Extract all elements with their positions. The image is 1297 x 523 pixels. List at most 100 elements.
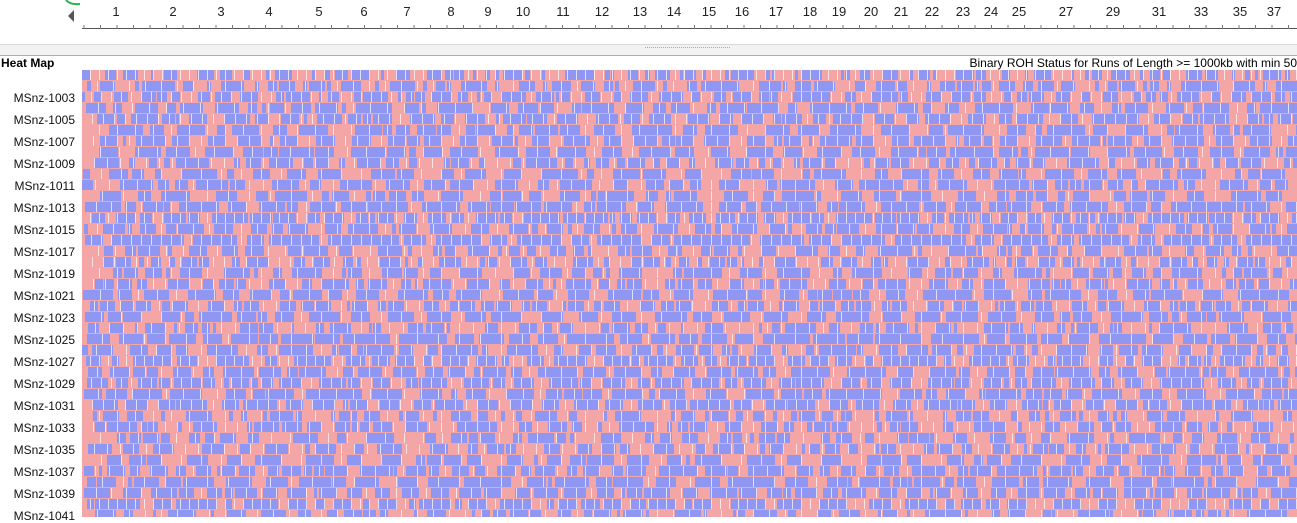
- heat-row: [82, 444, 1297, 454]
- heat-row: [82, 488, 1297, 498]
- heat-row: [82, 246, 1297, 256]
- ruler-label: 12: [594, 4, 610, 19]
- row-label: MSnz-1015: [13, 223, 75, 237]
- ruler-label: 33: [1193, 4, 1209, 19]
- ruler-label: 22: [924, 4, 940, 19]
- ruler-label: 7: [403, 4, 411, 19]
- ruler-label: 14: [666, 4, 682, 19]
- ruler-label: 20: [863, 4, 879, 19]
- ruler-label: 15: [701, 4, 717, 19]
- heat-row: [82, 477, 1297, 487]
- ruler-label: 4: [265, 4, 273, 19]
- heat-row: [82, 235, 1297, 245]
- row-label: MSnz-1013: [13, 201, 75, 215]
- heat-row: [82, 312, 1297, 322]
- ruler-label: 10: [515, 4, 531, 19]
- row-label: MSnz-1011: [14, 179, 75, 193]
- heat-row: [82, 367, 1297, 377]
- heat-row: [82, 81, 1297, 91]
- heat-row: [82, 147, 1297, 157]
- ruler-label: 19: [831, 4, 847, 19]
- heat-row: [82, 510, 1297, 517]
- ruler-label: 3: [217, 4, 225, 19]
- heat-row: [82, 202, 1297, 212]
- heat-row: [82, 356, 1297, 366]
- heat-row: [82, 334, 1297, 344]
- heat-row: [82, 191, 1297, 201]
- heat-row: [82, 279, 1297, 289]
- ruler-label: 16: [734, 4, 750, 19]
- ruler-label: 18: [802, 4, 818, 19]
- heat-row: [82, 499, 1297, 509]
- ruler-label: 9: [484, 4, 492, 19]
- ruler-label: 23: [955, 4, 971, 19]
- scroll-left[interactable]: [68, 10, 74, 22]
- ruler-label: 27: [1058, 4, 1074, 19]
- row-label: MSnz-1027: [13, 355, 75, 369]
- ruler-label: 11: [556, 4, 570, 19]
- heat-row: [82, 103, 1297, 113]
- heat-row: [82, 301, 1297, 311]
- heat-row: [82, 180, 1297, 190]
- row-label: MSnz-1019: [13, 267, 75, 281]
- ruler-label: 5: [315, 4, 323, 19]
- heat-row: [82, 378, 1297, 388]
- heat-row: [82, 213, 1297, 223]
- row-label: MSnz-1009: [13, 157, 75, 171]
- ruler-label: 13: [632, 4, 648, 19]
- heat-row: [82, 455, 1297, 465]
- row-label: MSnz-1037: [13, 465, 75, 479]
- ruler-label: 17: [768, 4, 784, 19]
- ruler-marker: [65, 0, 81, 6]
- heat-row: [82, 114, 1297, 124]
- row-label: MSnz-1023: [13, 311, 75, 325]
- row-label: MSnz-1007: [13, 135, 75, 149]
- ruler-label: 25: [1011, 4, 1027, 19]
- heat-row: [82, 466, 1297, 476]
- heat-row: [82, 389, 1297, 399]
- row-label: MSnz-1021: [13, 289, 75, 303]
- heat-row: [82, 400, 1297, 410]
- ruler-label: 35: [1232, 4, 1248, 19]
- row-label: MSnz-1029: [13, 377, 75, 391]
- ruler-label: 31: [1151, 4, 1167, 19]
- ruler-label: 1: [112, 4, 120, 19]
- heat-row: [82, 257, 1297, 267]
- ruler-label: 2: [169, 4, 177, 19]
- heat-row: [82, 345, 1297, 355]
- heat-row: [82, 70, 1297, 80]
- heat-row: [82, 169, 1297, 179]
- ruler-label: 29: [1105, 4, 1121, 19]
- row-label: MSnz-1035: [13, 443, 75, 457]
- track-title: Heat Map: [1, 56, 55, 70]
- heat-row: [82, 224, 1297, 234]
- ruler-label: 24: [983, 4, 999, 19]
- row-label: MSnz-1033: [13, 421, 75, 435]
- heat-row: [82, 158, 1297, 168]
- row-label: MSnz-1017: [13, 245, 75, 259]
- row-label: MSnz-1039: [13, 487, 75, 501]
- ruler: [0, 0, 1297, 44]
- row-label: MSnz-1005: [13, 113, 75, 127]
- row-label: MSnz-1031: [13, 399, 75, 413]
- heat-row: [82, 125, 1297, 135]
- heat-row: [82, 268, 1297, 278]
- heat-row: [82, 92, 1297, 102]
- row-label: MSnz-1003: [13, 91, 75, 105]
- heat-row: [82, 136, 1297, 146]
- row-label: MSnz-1025: [13, 333, 75, 347]
- heat-row: [82, 433, 1297, 443]
- track-subtitle: Binary ROH Status for Runs of Length >= …: [969, 56, 1297, 70]
- heat-row: [82, 290, 1297, 300]
- heat-map: [82, 70, 1297, 517]
- ruler-label: 8: [447, 4, 455, 19]
- heat-row: [82, 422, 1297, 432]
- ruler-label: 21: [893, 4, 909, 19]
- ruler-label: 37: [1266, 4, 1282, 19]
- heat-row: [82, 323, 1297, 333]
- ruler-label: 6: [360, 4, 368, 19]
- row-label: MSnz-1041: [13, 509, 75, 523]
- heat-row: [82, 411, 1297, 421]
- separator: [0, 55, 1297, 56]
